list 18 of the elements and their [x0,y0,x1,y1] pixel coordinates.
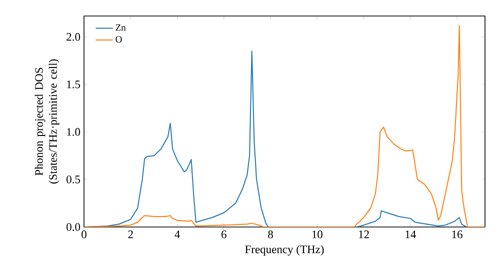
legend-label: Zn [116,24,126,31]
y-tick-label: 2.0 [66,33,80,41]
x-axis-title: Frequency (THz) [245,245,324,256]
y-tick-label: 0.0 [66,223,80,231]
x-tick-label: 4 [174,230,180,238]
x-tick-label: 0 [82,230,86,238]
y-tick-label: 0.5 [66,176,80,184]
x-tick-label: 14 [406,230,416,238]
x-tick-label: 12 [359,230,369,238]
x-tick-label: 10 [312,230,322,238]
y-axis-title: Phonon projected DOS (States/THz·primitive cell) [34,59,60,184]
x-tick-label: 16 [452,230,462,238]
legend-label: O [116,36,122,43]
x-tick-label: 2 [128,230,133,238]
y-tick-label: 1.0 [67,128,80,136]
x-tick-label: 6 [222,230,226,238]
y-tick-label: 1.5 [67,80,80,88]
x-tick-label: 8 [268,230,273,238]
